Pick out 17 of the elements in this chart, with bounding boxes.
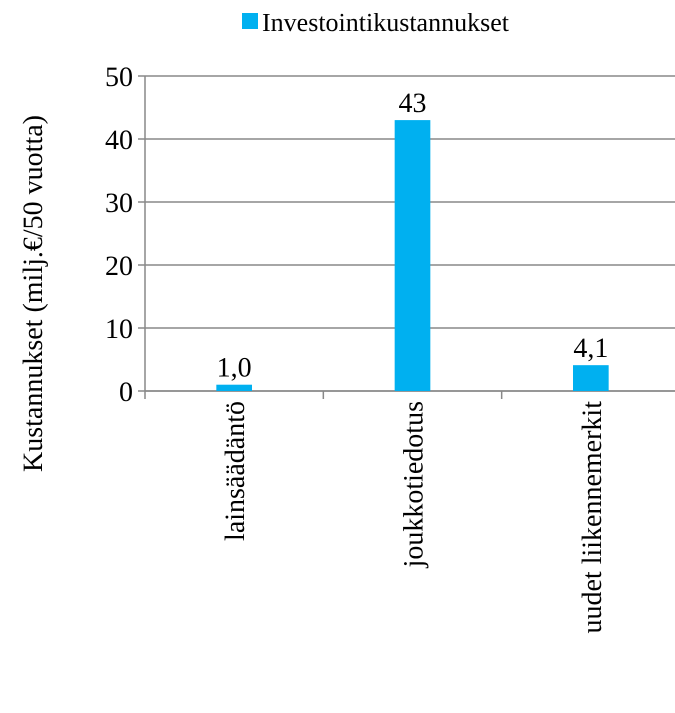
y-tick-label: 0 [119, 376, 133, 408]
data-label: 43 [398, 88, 426, 120]
data-label: 4,1 [573, 333, 608, 364]
bar [573, 365, 609, 391]
legend-label: Investointikustannukset [262, 8, 510, 38]
x-tick-label: lainsäädäntö [220, 401, 252, 541]
data-label: 1,0 [216, 352, 252, 384]
y-tick-label: 20 [105, 250, 133, 282]
y-tick-label: 10 [105, 314, 133, 345]
y-axis-title: Kustannukset (milj.€/50 vuotta) [18, 115, 49, 472]
x-tick-label: uudet liikennemerkit [576, 400, 608, 634]
bar [394, 120, 430, 391]
y-tick-label: 40 [105, 124, 133, 156]
x-tick-label: joukkotiedotus [398, 401, 430, 568]
bar [216, 384, 252, 391]
y-tick-label: 30 [105, 188, 133, 219]
y-tick-label: 50 [105, 62, 133, 93]
